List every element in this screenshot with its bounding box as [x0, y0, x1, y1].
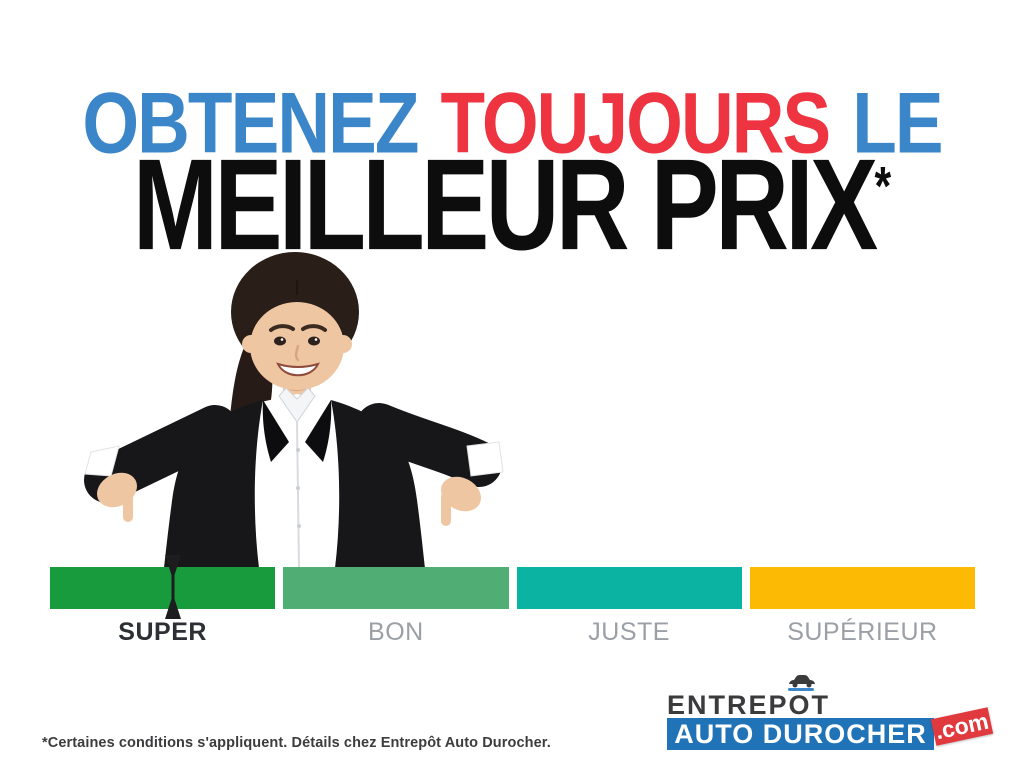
hair-fringe — [250, 280, 344, 332]
logo-entrepot-text: ENTREPOT — [667, 690, 831, 720]
headline-word: LE — [852, 75, 943, 173]
gauge-label-supérieur: SUPÉRIEUR — [787, 618, 938, 646]
lapel-right — [305, 400, 332, 462]
eyebrow-left — [269, 324, 295, 332]
eye-glint-left — [280, 338, 284, 341]
logo-com-text: .com — [932, 707, 991, 745]
gauge-segment-bon — [283, 567, 509, 609]
blazer-right — [331, 400, 425, 568]
eyebrow-right — [301, 324, 327, 332]
eye-left — [274, 336, 286, 346]
dealer-logo[interactable]: ENTREPOT AUTO DUROCHER .com — [667, 670, 997, 760]
hand-left — [96, 472, 138, 522]
gauge-label-super: SUPER — [118, 618, 207, 646]
hand-right — [440, 476, 482, 526]
blazer-left — [164, 400, 263, 568]
cuff-right — [466, 441, 504, 477]
logo-com-badge: .com — [930, 707, 994, 746]
disclaimer-text: *Certaines conditions s'appliquent. Déta… — [42, 735, 551, 751]
headline-line1: OBTENEZ TOUJOURS LE — [20, 74, 1003, 173]
logo-auto-durocher-text: AUTO DUROCHER — [674, 718, 927, 749]
headline-line2-text: MEILLEUR PRIX — [132, 132, 878, 278]
headline-word: TOUJOURS — [440, 75, 832, 173]
eye-glint-right — [314, 338, 318, 341]
headline-word: OBTENEZ — [82, 75, 419, 173]
logo-auto-durocher-bar: AUTO DUROCHER — [667, 718, 934, 750]
headline-line2: MEILLEUR PRIX* — [36, 130, 988, 280]
lapel-left — [262, 400, 289, 462]
shirt-button — [296, 486, 300, 490]
gauge-segment-super — [50, 567, 276, 609]
gauge-labels: SUPER BON JUSTE SUPÉRIEUR — [50, 618, 975, 647]
nose — [294, 344, 300, 362]
woman-photo — [84, 252, 504, 569]
gauge-needle — [165, 555, 181, 619]
gauge-segment-juste — [516, 567, 742, 609]
price-gauge — [50, 567, 975, 609]
shirt-placket — [296, 421, 300, 569]
shirt-button — [296, 448, 300, 452]
gauge-label-juste: JUSTE — [588, 618, 670, 646]
shirt-button — [297, 524, 301, 528]
asterisk: * — [874, 154, 892, 217]
car-icon — [788, 675, 815, 691]
smile — [276, 362, 320, 377]
eye-right — [308, 336, 320, 346]
gauge-label-bon: BON — [368, 618, 424, 646]
gauge-segment-supérieur — [749, 567, 975, 609]
